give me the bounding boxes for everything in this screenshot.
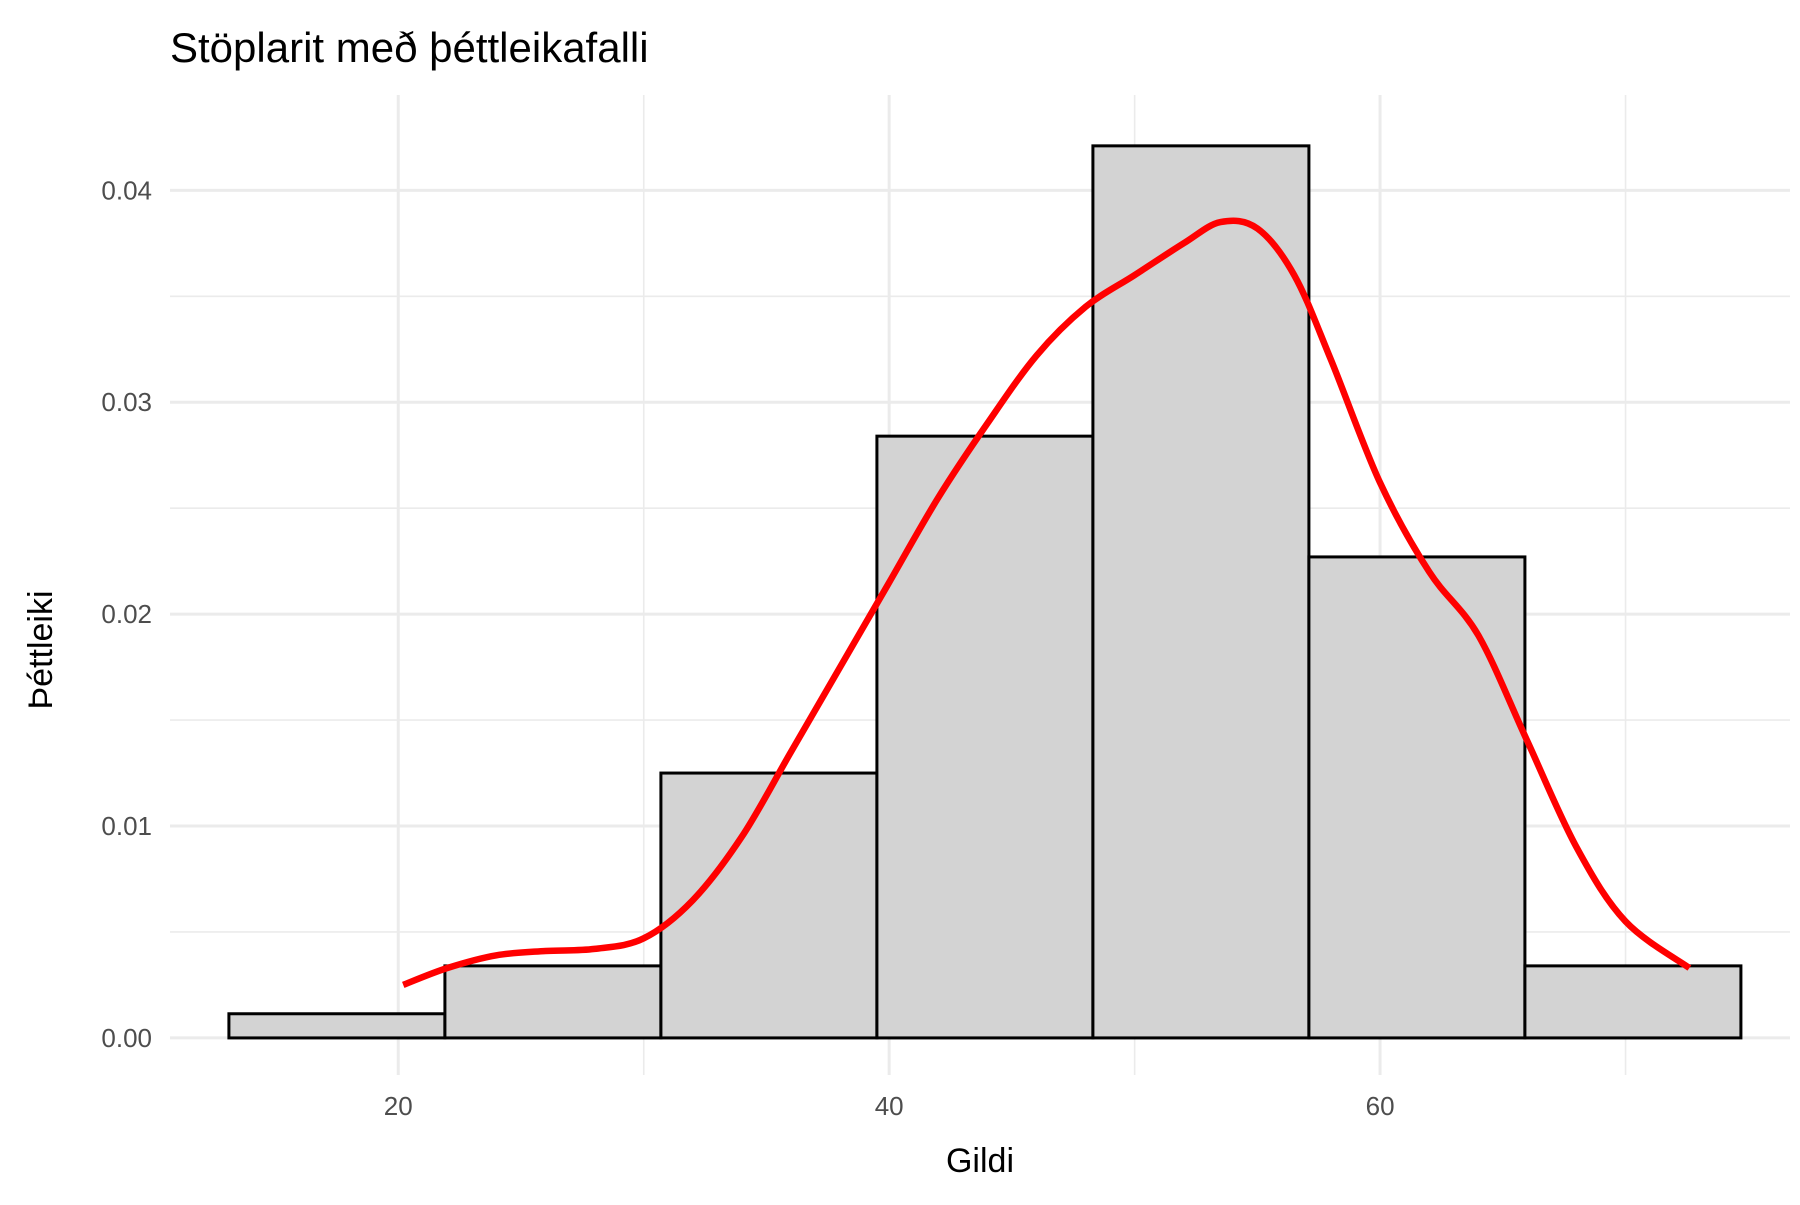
y-axis-title: Þéttleiki <box>22 590 60 709</box>
x-tick-label: 40 <box>875 1091 904 1121</box>
histogram-bar <box>1307 555 1527 1040</box>
histogram-bar <box>659 771 879 1040</box>
histogram-bar <box>443 964 663 1040</box>
chart-title: Stöplarit með þéttleikafalli <box>170 24 649 71</box>
y-tick-label: 0.00 <box>101 1023 152 1053</box>
x-tick-label: 20 <box>384 1091 413 1121</box>
histogram-bar <box>1091 144 1311 1040</box>
x-axis-title: Gildi <box>946 1142 1014 1180</box>
y-tick-label: 0.02 <box>101 599 152 629</box>
x-tick-label: 60 <box>1366 1091 1395 1121</box>
histogram-bar <box>875 434 1095 1040</box>
density-curve-layer <box>402 217 1692 988</box>
histogram-bar <box>1523 964 1743 1040</box>
tick-labels: 0.00 0.01 0.02 0.03 0.04 20 40 60 <box>101 175 1394 1121</box>
density-curve <box>402 217 1692 988</box>
y-tick-label: 0.04 <box>101 175 152 205</box>
y-tick-label: 0.03 <box>101 387 152 417</box>
histogram-bar <box>227 1012 447 1040</box>
histogram-bars <box>227 144 1743 1040</box>
y-tick-label: 0.01 <box>101 811 152 841</box>
